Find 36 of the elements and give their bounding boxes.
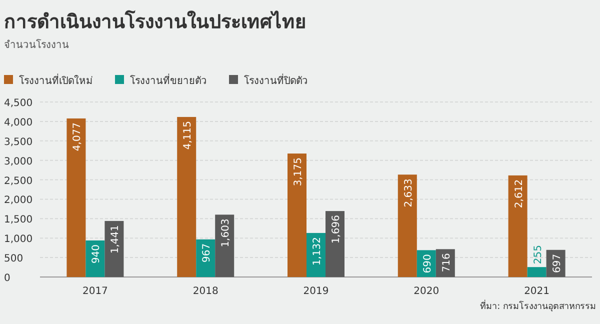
y-tick-label: 3,500 <box>4 136 33 148</box>
y-tick-label: 500 <box>4 254 24 265</box>
x-tick-label: 2018 <box>192 286 218 297</box>
title: การดำเนินงานโรงงานในประเทศไทย <box>4 11 306 33</box>
x-tick-label: 2020 <box>414 286 440 297</box>
legend-label: โรงงานที่ขยายตัว <box>130 73 207 87</box>
y-tick-label: 3,000 <box>4 156 33 168</box>
subtitle: จำนวนโรงงาน <box>4 40 69 51</box>
data-label: 967 <box>202 243 213 262</box>
data-label: 3,175 <box>293 158 304 186</box>
data-label: 1,441 <box>110 224 122 254</box>
data-label: 940 <box>91 244 102 264</box>
y-tick-label: 0 <box>4 273 10 284</box>
legend-label: โรงงานที่ปิดตัว <box>244 73 308 87</box>
y-tick-label: 2,000 <box>4 195 33 206</box>
y-tick-label: 2,500 <box>4 176 33 187</box>
data-label: 697 <box>552 254 563 273</box>
x-tick-label: 2019 <box>303 286 329 297</box>
y-tick-label: 4,500 <box>4 98 33 109</box>
data-label: 255 <box>532 244 544 264</box>
y-tick-label: 4,000 <box>4 117 33 128</box>
text: ที่มา: กรมโรงงานอุตสาหกรรม <box>480 299 596 312</box>
data-label: 1,603 <box>220 218 232 248</box>
data-label: 2,633 <box>403 178 414 208</box>
data-label: 4,115 <box>182 120 194 150</box>
data-label: 716 <box>441 253 452 272</box>
data-label: 1,696 <box>331 215 342 244</box>
data-label: 2,612 <box>514 179 525 208</box>
x-tick-label: 2017 <box>82 286 108 297</box>
y-tick-label: 1,000 <box>4 234 33 246</box>
data-label: 4,077 <box>72 122 84 152</box>
y-tick-label: 1,500 <box>4 214 33 226</box>
data-label: 690 <box>422 254 434 274</box>
legend-label: โรงงานที่เปิดใหม่ <box>19 73 93 87</box>
data-label: 1,132 <box>312 236 323 266</box>
x-tick-label: 2021 <box>524 286 550 297</box>
